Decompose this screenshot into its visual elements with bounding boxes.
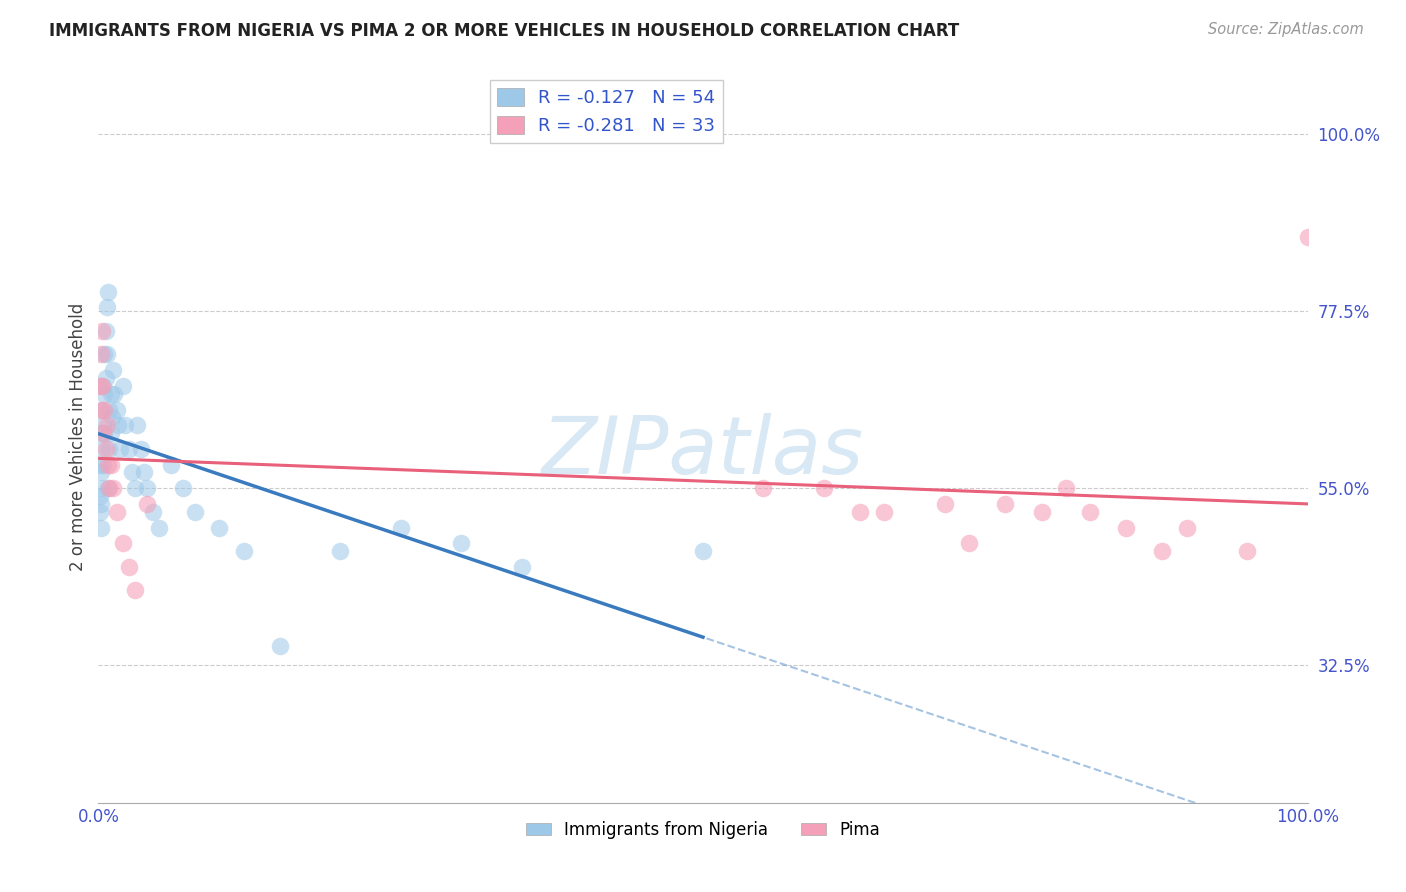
Point bbox=[135, 497, 157, 511]
Point bbox=[108, 442, 131, 456]
Point bbox=[111, 536, 134, 550]
Point bbox=[142, 505, 165, 519]
Point bbox=[96, 418, 118, 433]
Point bbox=[91, 402, 114, 417]
Point bbox=[98, 442, 121, 456]
Point bbox=[172, 481, 194, 495]
Y-axis label: 2 or more Vehicles in Household: 2 or more Vehicles in Household bbox=[69, 303, 87, 571]
Text: IMMIGRANTS FROM NIGERIA VS PIMA 2 OR MORE VEHICLES IN HOUSEHOLD CORRELATION CHAR: IMMIGRANTS FROM NIGERIA VS PIMA 2 OR MOR… bbox=[49, 22, 959, 40]
Point bbox=[124, 583, 146, 598]
Point bbox=[97, 481, 120, 495]
Point bbox=[1078, 505, 1101, 519]
Point bbox=[114, 418, 136, 433]
Point bbox=[103, 387, 125, 401]
Point bbox=[134, 466, 156, 480]
Point bbox=[93, 426, 115, 441]
Point bbox=[91, 324, 114, 338]
Point bbox=[91, 442, 114, 456]
Point bbox=[97, 285, 120, 299]
Point bbox=[90, 497, 112, 511]
Point bbox=[93, 387, 115, 401]
Point bbox=[450, 536, 472, 550]
Point bbox=[98, 402, 121, 417]
Point bbox=[510, 559, 533, 574]
Text: Source: ZipAtlas.com: Source: ZipAtlas.com bbox=[1208, 22, 1364, 37]
Point bbox=[1031, 505, 1053, 519]
Point bbox=[111, 379, 134, 393]
Point bbox=[118, 559, 141, 574]
Point bbox=[135, 481, 157, 495]
Point bbox=[100, 387, 122, 401]
Point bbox=[96, 301, 118, 315]
Point bbox=[91, 379, 114, 393]
Point bbox=[97, 458, 120, 472]
Point bbox=[91, 458, 114, 472]
Point bbox=[849, 505, 872, 519]
Point bbox=[1054, 481, 1077, 495]
Point bbox=[994, 497, 1017, 511]
Point bbox=[100, 458, 122, 472]
Point bbox=[752, 481, 775, 495]
Point bbox=[93, 347, 115, 361]
Point bbox=[107, 418, 129, 433]
Point bbox=[873, 505, 896, 519]
Point bbox=[91, 379, 114, 393]
Point bbox=[100, 426, 122, 441]
Point bbox=[1115, 520, 1137, 534]
Point bbox=[105, 505, 128, 519]
Point bbox=[94, 442, 117, 456]
Point bbox=[89, 489, 111, 503]
Point bbox=[208, 520, 231, 534]
Point bbox=[96, 347, 118, 361]
Point bbox=[90, 466, 112, 480]
Point bbox=[91, 426, 114, 441]
Point bbox=[148, 520, 170, 534]
Point bbox=[129, 442, 152, 456]
Point bbox=[329, 544, 352, 558]
Point bbox=[160, 458, 183, 472]
Point bbox=[269, 639, 291, 653]
Point bbox=[89, 379, 111, 393]
Point bbox=[1152, 544, 1174, 558]
Point bbox=[90, 426, 112, 441]
Point bbox=[934, 497, 956, 511]
Point bbox=[1175, 520, 1198, 534]
Point bbox=[692, 544, 714, 558]
Point bbox=[101, 481, 124, 495]
Point bbox=[813, 481, 835, 495]
Point bbox=[957, 536, 980, 550]
Point bbox=[105, 402, 128, 417]
Point bbox=[90, 347, 112, 361]
Point bbox=[389, 520, 412, 534]
Point bbox=[118, 442, 141, 456]
Legend: Immigrants from Nigeria, Pima: Immigrants from Nigeria, Pima bbox=[519, 814, 887, 846]
Point bbox=[124, 481, 146, 495]
Point bbox=[94, 324, 117, 338]
Point bbox=[232, 544, 254, 558]
Point bbox=[98, 481, 121, 495]
Point bbox=[184, 505, 207, 519]
Point bbox=[127, 418, 149, 433]
Point bbox=[1236, 544, 1258, 558]
Point bbox=[100, 410, 122, 425]
Point bbox=[1296, 229, 1319, 244]
Text: ZIPatlas: ZIPatlas bbox=[541, 413, 865, 491]
Point bbox=[90, 402, 112, 417]
Point bbox=[90, 520, 112, 534]
Point bbox=[91, 481, 114, 495]
Point bbox=[89, 505, 111, 519]
Point bbox=[94, 371, 117, 385]
Point bbox=[89, 458, 111, 472]
Point bbox=[121, 466, 143, 480]
Point bbox=[91, 418, 114, 433]
Point bbox=[101, 363, 124, 377]
Point bbox=[93, 402, 115, 417]
